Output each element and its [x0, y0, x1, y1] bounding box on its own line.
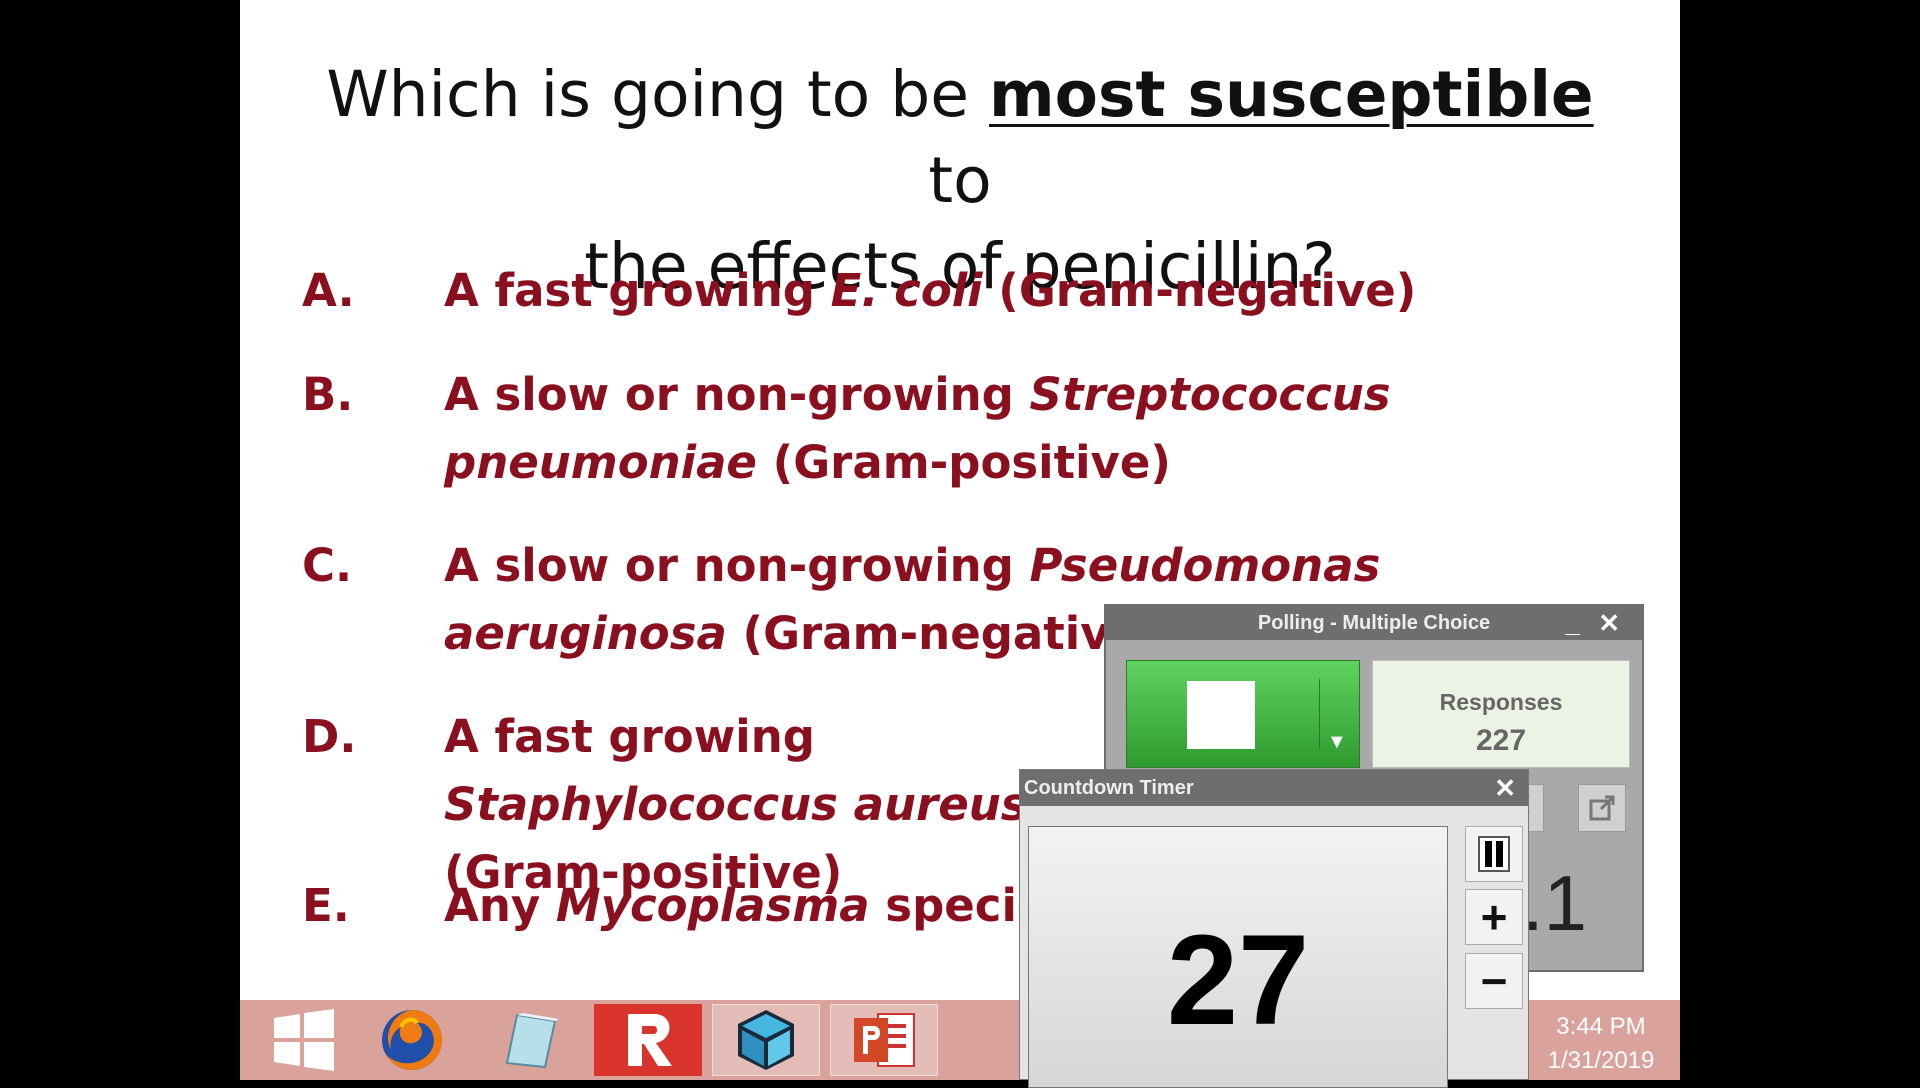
option-organism: Streptococcus pneumoniae	[444, 368, 1391, 489]
minimize-button[interactable]: _	[1565, 608, 1580, 638]
close-button[interactable]: ✕	[1494, 773, 1516, 803]
option-post: (Gram-negative)	[726, 607, 1161, 660]
option-organism: Mycoplasma	[555, 879, 870, 932]
notebook-icon[interactable]	[476, 1004, 584, 1076]
option-organism: E. coli	[830, 264, 983, 317]
option-pre: A slow or non-growing	[444, 539, 1030, 592]
presentation-slide: Which is going to be most susceptible to…	[240, 0, 1680, 1000]
option-post: (Gram-negative)	[982, 264, 1417, 317]
windows-start-icon[interactable]	[250, 1004, 358, 1076]
question-emphasis: most susceptible	[989, 58, 1594, 131]
popout-icon[interactable]	[1578, 784, 1626, 832]
clock-date: 1/31/2019	[1547, 1047, 1655, 1074]
option-pre: A slow or non-growing	[444, 368, 1030, 421]
option-post: (Gram-positive)	[756, 436, 1171, 489]
stop-icon	[1187, 681, 1255, 749]
timer-title: Countdown Timer	[1024, 777, 1194, 799]
add-time-button[interactable]: +	[1465, 889, 1523, 945]
option-text: A slow or non-growing Streptococcus pneu…	[444, 361, 1594, 497]
option-letter: E.	[302, 879, 350, 932]
r-app-icon[interactable]	[594, 1004, 702, 1076]
firefox-icon[interactable]	[358, 1004, 466, 1076]
option-post: (Gram-positive)	[444, 846, 843, 899]
responses-count: 227	[1475, 724, 1527, 757]
question-text: Which is going to be most susceptible to…	[300, 52, 1620, 310]
option-letter: A.	[302, 264, 355, 317]
dropdown-arrow-icon[interactable]: ▼	[1327, 731, 1347, 753]
question-part: to	[928, 144, 992, 217]
pause-button[interactable]	[1465, 826, 1523, 882]
cube-app-icon[interactable]	[712, 1004, 820, 1076]
polling-title: Polling - Multiple Choice	[1257, 612, 1491, 634]
option-letter: C.	[302, 539, 353, 592]
polling-titlebar[interactable]: Polling - Multiple Choice _ ✕	[1106, 606, 1642, 640]
powerpoint-icon[interactable]	[830, 1004, 938, 1076]
option-organism: Staphylococcus aureus	[444, 778, 1028, 831]
option-pre: Any	[444, 879, 556, 932]
option-text: A fast growing Staphylococcus aureus (Gr…	[444, 703, 1204, 907]
option-pre: A fast growing	[444, 264, 831, 317]
poll-result-digit: .1	[1522, 859, 1588, 947]
option-text: A slow or non-growing Pseudomonas aerugi…	[444, 532, 1594, 668]
option-letter: B.	[302, 368, 354, 421]
option-pre: A fast growing	[444, 710, 815, 763]
question-line-2: the effects of penicillin?	[584, 230, 1336, 303]
timer-display: 27	[1028, 826, 1448, 1088]
countdown-timer-window: Countdown Timer ✕ 27 + −	[1019, 769, 1529, 1088]
option-letter: D.	[302, 710, 357, 763]
responses-label: Responses	[1439, 689, 1563, 715]
countdown-value: 27	[1166, 909, 1310, 1052]
responses-box: Responses 227	[1372, 660, 1630, 768]
button-divider	[1319, 679, 1320, 749]
clock-time: 3:44 PM	[1556, 1013, 1646, 1040]
close-button[interactable]: ✕	[1598, 608, 1620, 638]
timer-titlebar[interactable]: Countdown Timer ✕	[1020, 770, 1528, 806]
start-stop-poll-button[interactable]: ▼	[1126, 660, 1360, 768]
option-organism: Pseudomonas aeruginosa	[444, 539, 1381, 660]
system-clock[interactable]: 3:44 PM 1/31/2019	[1526, 1010, 1676, 1078]
question-part: Which is going to be	[326, 58, 990, 131]
subtract-time-button[interactable]: −	[1465, 953, 1523, 1009]
pause-icon	[1478, 836, 1510, 872]
option-text: A fast growing E. coli (Gram-negative)	[444, 257, 1594, 325]
